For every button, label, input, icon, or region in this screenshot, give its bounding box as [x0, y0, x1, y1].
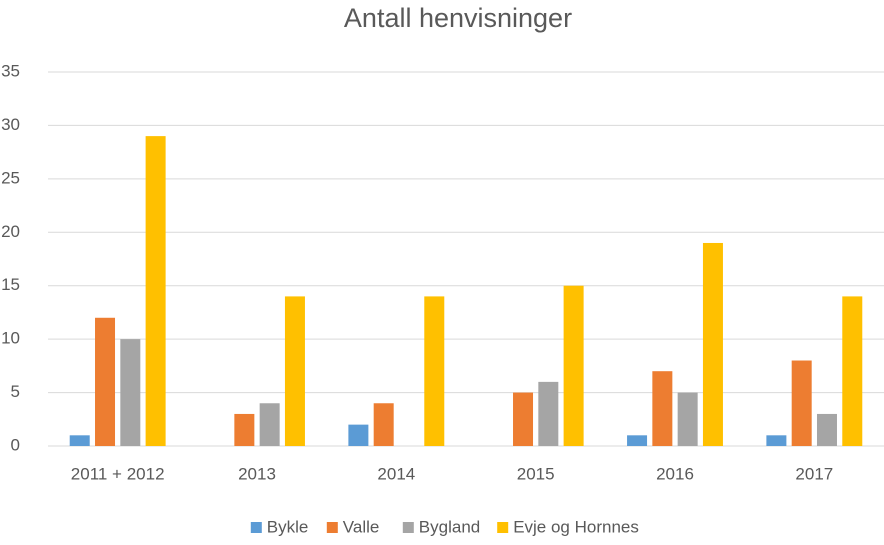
chart-title: Antall henvisninger	[344, 3, 572, 33]
bar	[766, 435, 787, 446]
bar	[234, 413, 255, 446]
bar	[538, 381, 559, 446]
y-tick-label: 5	[11, 382, 20, 401]
bar	[677, 392, 698, 446]
bar	[95, 317, 116, 446]
bar	[513, 392, 534, 446]
bar	[284, 296, 305, 446]
legend-label: Bygland	[419, 517, 480, 536]
bar	[702, 242, 723, 446]
legend-swatch	[402, 522, 414, 533]
bar	[563, 285, 584, 446]
legend-label: Bykle	[267, 517, 309, 536]
legend-label: Evje og Hornnes	[513, 517, 639, 536]
y-tick-label: 25	[1, 168, 20, 187]
x-tick-label: 2011 + 2012	[71, 464, 165, 483]
bar	[791, 360, 812, 446]
bar	[373, 403, 394, 446]
y-tick-label: 0	[11, 435, 20, 454]
bar	[145, 136, 166, 446]
bar	[424, 296, 445, 446]
bar	[627, 435, 648, 446]
legend-swatch	[326, 522, 338, 533]
bar	[259, 403, 280, 446]
bar	[348, 424, 369, 446]
x-tick-label: 2013	[238, 464, 276, 483]
x-tick-label: 2016	[656, 464, 694, 483]
y-tick-label: 15	[1, 275, 20, 294]
x-tick-label: 2015	[517, 464, 555, 483]
y-tick-label: 30	[1, 115, 20, 134]
legend-swatch	[250, 522, 262, 533]
bar	[652, 371, 673, 446]
bar	[120, 339, 141, 446]
bar	[816, 413, 837, 446]
legend-label: Valle	[343, 517, 380, 536]
y-tick-label: 10	[1, 329, 20, 348]
bar	[842, 296, 863, 446]
x-tick-label: 2014	[377, 464, 415, 483]
y-tick-label: 20	[1, 222, 20, 241]
x-tick-label: 2017	[795, 464, 833, 483]
bar	[69, 435, 90, 446]
legend-swatch	[497, 522, 509, 533]
y-tick-label: 35	[1, 61, 20, 80]
